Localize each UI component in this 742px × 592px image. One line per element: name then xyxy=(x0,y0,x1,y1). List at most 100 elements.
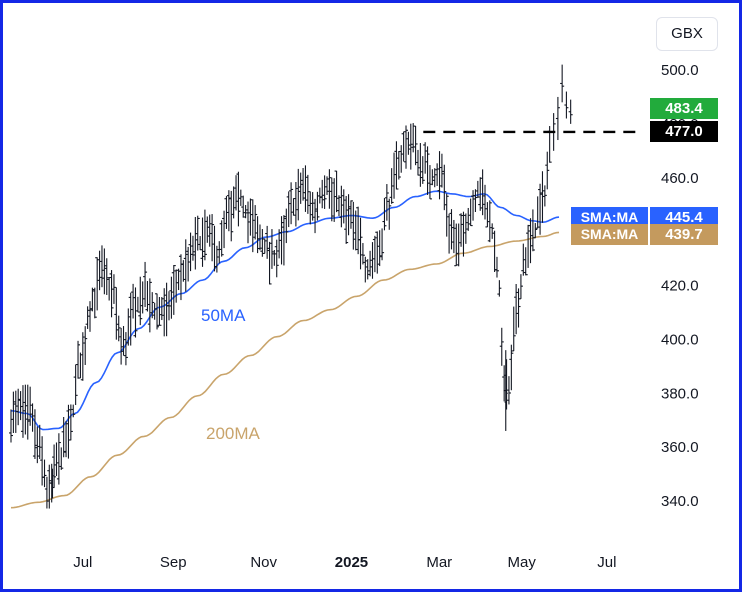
price-bar xyxy=(90,287,95,312)
price-bar xyxy=(375,231,380,274)
price-bar xyxy=(205,216,210,243)
price-bar xyxy=(308,191,313,225)
price-bar xyxy=(568,99,573,124)
currency-unit-box[interactable] xyxy=(656,17,718,51)
price-bar xyxy=(334,170,339,213)
price-bar xyxy=(456,223,461,267)
price-bar xyxy=(193,217,198,270)
sma200-value-tag: 439.7 xyxy=(650,224,718,246)
price-bar xyxy=(411,123,416,153)
price-bar xyxy=(217,241,222,264)
price-bar xyxy=(509,344,514,391)
price-bar xyxy=(102,248,107,295)
price-bar xyxy=(317,187,322,204)
price-bar xyxy=(497,280,502,297)
sma200-annotation: 200MA xyxy=(206,424,261,443)
price-bar xyxy=(32,409,37,459)
y-tick-label: 500.0 xyxy=(661,62,699,79)
price-bar xyxy=(246,201,251,244)
price-bar xyxy=(167,291,172,321)
price-bar xyxy=(339,185,344,228)
price-bar xyxy=(222,210,227,249)
sma50-line xyxy=(10,190,560,431)
price-bar xyxy=(413,125,418,166)
x-tick-label: 2025 xyxy=(335,554,368,571)
price-bar xyxy=(202,209,207,261)
price-bar xyxy=(52,444,57,488)
price-bar xyxy=(447,213,452,254)
price-bar xyxy=(437,151,442,200)
price-bar xyxy=(530,209,535,252)
sma50-series xyxy=(10,190,560,431)
price-bar xyxy=(44,476,49,509)
price-bar xyxy=(155,293,160,330)
price-bar xyxy=(454,223,459,267)
price-bar xyxy=(200,217,205,267)
price-bar xyxy=(284,208,289,244)
price-bar xyxy=(20,385,25,438)
price-bar xyxy=(85,306,90,329)
price-bar xyxy=(377,230,382,267)
currency-unit-label[interactable]: GBX xyxy=(671,25,703,42)
sma50-name-tag: SMA:MA xyxy=(571,206,648,228)
price-bar xyxy=(272,250,277,266)
price-bar xyxy=(528,218,533,264)
price-bar xyxy=(226,190,231,232)
price-bar xyxy=(35,426,40,464)
price-bar xyxy=(23,384,28,435)
price-bar xyxy=(555,96,560,141)
price-bar xyxy=(16,388,21,426)
price-bar xyxy=(131,283,136,319)
price-bar xyxy=(485,202,490,228)
price-bar xyxy=(389,168,394,204)
price-bar xyxy=(28,386,33,426)
price-bar xyxy=(533,223,538,239)
price-bar xyxy=(47,464,52,509)
price-chart[interactable]: 340.0360.0380.0400.0420.0440.0460.0480.0… xyxy=(3,3,739,589)
last-price-tag: 483.4 xyxy=(650,97,718,119)
y-tick-label: 400.0 xyxy=(661,331,699,348)
price-bar xyxy=(504,359,509,410)
price-bar xyxy=(9,409,13,443)
price-bar xyxy=(123,332,128,366)
price-bar xyxy=(439,153,444,188)
price-bar xyxy=(415,149,420,176)
price-bar xyxy=(503,350,508,431)
price-bar xyxy=(348,200,353,229)
x-tick-label: Jul xyxy=(597,554,616,571)
price-bar xyxy=(59,447,64,470)
price-bar xyxy=(506,376,511,405)
y-tick-label: 360.0 xyxy=(661,439,699,456)
price-bar xyxy=(111,274,116,304)
price-bar xyxy=(363,256,368,283)
resistance-price-tag: 477.0 xyxy=(650,121,718,143)
price-bar xyxy=(545,151,550,190)
price-bar xyxy=(128,292,133,346)
price-bar xyxy=(119,327,124,365)
price-bar xyxy=(487,200,492,243)
price-bar xyxy=(310,192,315,221)
sma200-series xyxy=(10,231,560,509)
price-bar xyxy=(138,276,143,326)
y-tick-label: 460.0 xyxy=(661,170,699,187)
price-bar xyxy=(188,232,193,272)
price-bar xyxy=(207,214,212,247)
price-bar xyxy=(494,256,499,278)
price-bar xyxy=(449,209,454,250)
price-bar xyxy=(535,196,540,229)
price-bar xyxy=(351,201,356,250)
price-bar xyxy=(109,270,114,318)
price-bar xyxy=(514,283,519,335)
price-bar xyxy=(461,211,466,257)
price-bar xyxy=(329,177,334,222)
x-tick-label: Jul xyxy=(73,554,92,571)
price-bar xyxy=(243,205,248,219)
price-bar xyxy=(37,424,42,459)
price-bar xyxy=(97,250,102,291)
price-bar xyxy=(121,326,126,356)
price-bar xyxy=(40,436,45,486)
price-bar xyxy=(523,247,528,276)
price-bar xyxy=(66,404,71,459)
price-bar xyxy=(248,198,253,236)
price-bar xyxy=(274,239,279,278)
